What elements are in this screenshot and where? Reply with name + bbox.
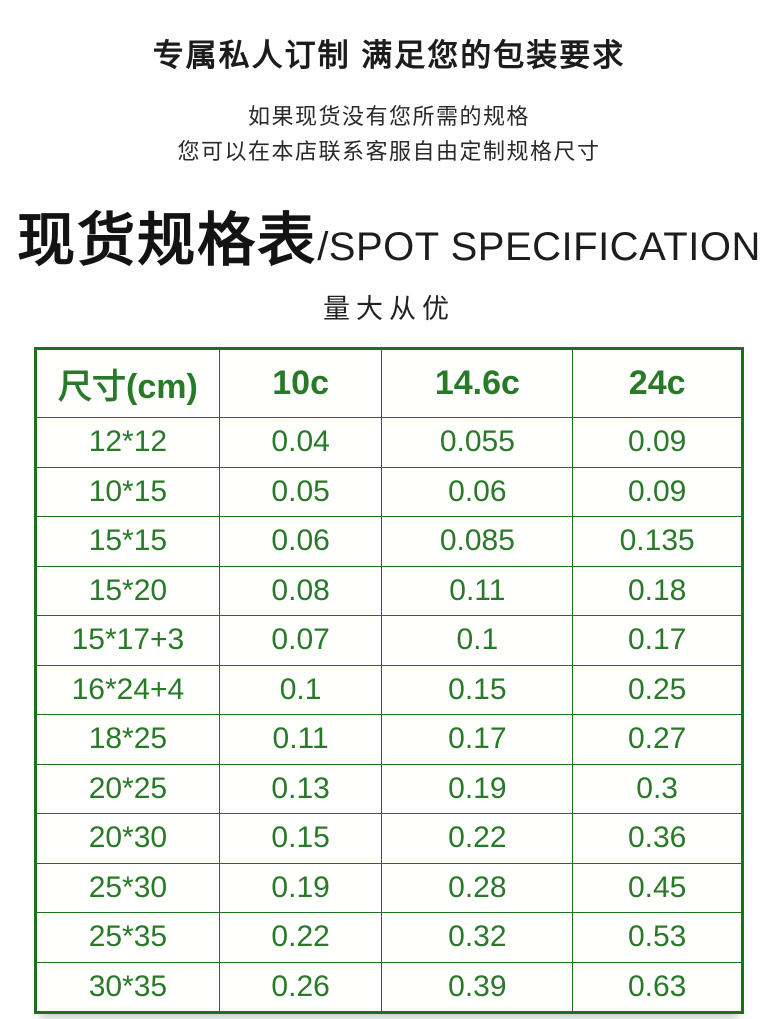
- main-heading: 专属私人订制 满足您的包装要求: [152, 38, 626, 73]
- price-cell: 0.1: [218, 664, 383, 715]
- price-cell: 0.45: [572, 862, 743, 913]
- price-cell: 0.19: [218, 862, 383, 913]
- size-cell: 20*30: [35, 813, 220, 864]
- price-cell: 0.08: [218, 565, 383, 616]
- price-cell: 0.32: [381, 912, 574, 963]
- table-row: 15*15 0.06 0.085 0.135: [35, 516, 743, 567]
- table-row: 16*24+4 0.1 0.15 0.25: [35, 664, 743, 715]
- price-cell: 0.15: [381, 664, 574, 715]
- section-title: 现货规格表 /SPOT SPECIFICATION: [0, 193, 778, 277]
- table-row: 25*35 0.22 0.32 0.53: [35, 912, 743, 963]
- price-cell: 0.13: [218, 763, 383, 814]
- column-header: 尺寸(cm): [35, 348, 220, 418]
- price-cell: 0.22: [218, 912, 383, 963]
- subtitle-line-2: 您可以在本店联系客服自由定制规格尺寸: [177, 139, 601, 164]
- price-cell: 0.3: [572, 763, 743, 814]
- table-row: 15*17+3 0.07 0.1 0.17: [35, 615, 743, 666]
- size-cell: 18*25: [35, 714, 220, 765]
- table-row: 25*30 0.19 0.28 0.45: [35, 862, 743, 913]
- price-cell: 0.06: [381, 466, 574, 517]
- price-cell: 0.17: [572, 615, 743, 666]
- price-cell: 0.04: [218, 417, 383, 468]
- size-cell: 15*17+3: [35, 615, 220, 666]
- price-cell: 0.06: [218, 516, 383, 567]
- subtitle-block: 如果现货没有您所需的规格 您可以在本店联系客服自由定制规格尺寸: [0, 99, 778, 169]
- price-cell: 0.18: [572, 565, 743, 616]
- price-cell: 0.15: [218, 813, 383, 864]
- size-cell: 20*25: [35, 763, 220, 814]
- table-row: 15*20 0.08 0.11 0.18: [35, 565, 743, 616]
- section-title-english: /SPOT SPECIFICATION: [317, 225, 761, 269]
- section-title-chinese: 现货规格表: [17, 208, 318, 273]
- price-cell: 0.19: [381, 763, 574, 814]
- bulk-discount-tagline: 量大从优: [323, 294, 455, 325]
- table-row: 30*35 0.26 0.39 0.63: [35, 961, 743, 1013]
- size-cell: 12*12: [35, 417, 220, 468]
- size-cell: 10*15: [35, 466, 220, 517]
- price-cell: 0.39: [381, 961, 574, 1013]
- price-cell: 0.22: [381, 813, 574, 864]
- price-cell: 0.11: [381, 565, 574, 616]
- price-cell: 0.085: [381, 516, 574, 567]
- price-cell: 0.07: [218, 615, 383, 666]
- table-header-row: 尺寸(cm) 10c 14.6c 24c: [35, 348, 743, 418]
- table-row: 10*15 0.05 0.06 0.09: [35, 466, 743, 517]
- price-cell: 0.36: [572, 813, 743, 864]
- size-cell: 25*30: [35, 862, 220, 913]
- column-header: 10c: [218, 348, 383, 418]
- size-cell: 30*35: [35, 961, 220, 1013]
- price-cell: 0.17: [381, 714, 574, 765]
- table-body: 12*12 0.04 0.055 0.09 10*15 0.05 0.06 0.09 15*15…: [35, 417, 743, 1013]
- column-header: 24c: [572, 348, 743, 418]
- price-cell: 0.05: [218, 466, 383, 517]
- price-cell: 0.11: [218, 714, 383, 765]
- price-cell: 0.26: [218, 961, 383, 1013]
- price-cell: 0.135: [572, 516, 743, 567]
- table-row: 20*30 0.15 0.22 0.36: [35, 813, 743, 864]
- table-row: 20*25 0.13 0.19 0.3: [35, 763, 743, 814]
- table-row: 18*25 0.11 0.17 0.27: [35, 714, 743, 765]
- price-cell: 0.055: [381, 417, 574, 468]
- size-cell: 16*24+4: [35, 664, 220, 715]
- price-cell: 0.09: [572, 417, 743, 468]
- subtitle-line-1: 如果现货没有您所需的规格: [247, 104, 530, 129]
- price-cell: 0.27: [572, 714, 743, 765]
- price-cell: 0.53: [572, 912, 743, 963]
- spec-table: 尺寸(cm) 10c 14.6c 24c 12*12 0.04 0.055 0.09 10*1…: [34, 347, 744, 1014]
- size-cell: 15*20: [35, 565, 220, 616]
- price-cell: 0.1: [381, 615, 574, 666]
- size-cell: 15*15: [35, 516, 220, 567]
- price-cell: 0.63: [572, 961, 743, 1013]
- price-cell: 0.25: [572, 664, 743, 715]
- table-row: 12*12 0.04 0.055 0.09: [35, 417, 743, 468]
- size-cell: 25*35: [35, 912, 220, 963]
- column-header: 14.6c: [381, 348, 574, 418]
- price-cell: 0.09: [572, 466, 743, 517]
- price-cell: 0.28: [381, 862, 574, 913]
